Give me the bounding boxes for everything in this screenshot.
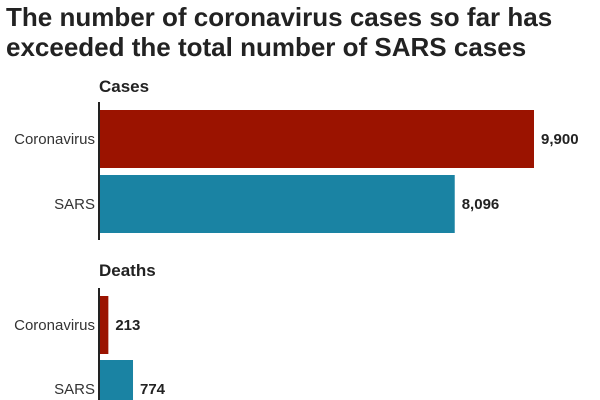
- deaths-panel-title: Deaths: [99, 261, 156, 280]
- cases-bar-coronavirus: [99, 110, 534, 168]
- cases-bar-sars: [99, 175, 455, 233]
- chart-title-line-1: The number of coronavirus cases so far h…: [6, 2, 553, 32]
- deaths-value-label-coronavirus: 213: [115, 317, 140, 334]
- cases-value-label-coronavirus: 9,900: [541, 131, 579, 148]
- deaths-category-label-coronavirus: Coronavirus: [14, 317, 95, 334]
- deaths-bar-sars: [99, 360, 134, 400]
- deaths-category-label-sars: SARS: [54, 381, 95, 398]
- chart-title-line-2: exceeded the total number of SARS cases: [6, 32, 527, 62]
- cases-value-label-sars: 8,096: [462, 196, 500, 213]
- cases-category-label-coronavirus: Coronavirus: [14, 131, 95, 148]
- deaths-value-label-sars: 774: [140, 381, 166, 398]
- chart-title: The number of coronavirus cases so far h…: [6, 2, 596, 62]
- cases-category-label-sars: SARS: [54, 196, 95, 213]
- deaths-bar-coronavirus: [99, 296, 109, 354]
- cases-panel-title: Cases: [99, 77, 149, 96]
